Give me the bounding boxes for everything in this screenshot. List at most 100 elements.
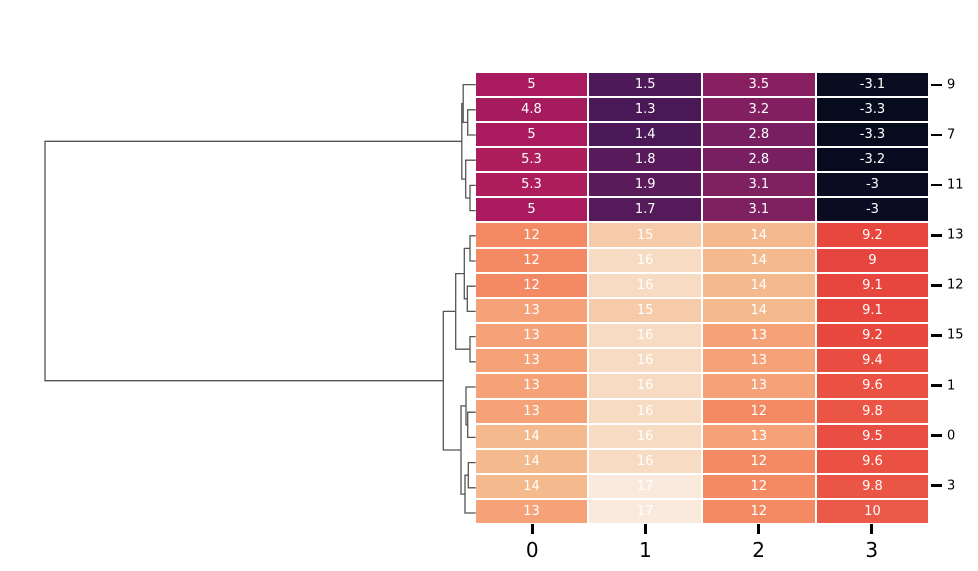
row-tick-label: 12 — [947, 277, 964, 293]
heatmap-cell: 9.6 — [816, 374, 929, 398]
x-tick-label: 3 — [865, 538, 879, 563]
row-tick-label: 15 — [947, 327, 964, 343]
heatmap-cell: -3.3 — [816, 97, 929, 121]
heatmap-cell: 14 — [475, 449, 588, 473]
heatmap-cell: -3.1 — [816, 72, 929, 96]
heatmap-cell: 16 — [589, 449, 701, 473]
heatmap-cell: 9 — [816, 248, 929, 272]
row-tick-mark — [930, 183, 942, 187]
heatmap-cell: 12 — [475, 273, 588, 297]
heatmap-cell: 5 — [475, 122, 588, 146]
row-tick-mark — [930, 284, 942, 287]
heatmap-cell: 9.5 — [816, 424, 929, 448]
heatmap-cell: 4.8 — [475, 97, 588, 121]
heatmap-cell: 1.9 — [589, 173, 701, 197]
heatmap-cell: 16 — [589, 374, 701, 398]
dendrogram-link — [466, 285, 476, 313]
heatmap-cell: 14 — [702, 223, 815, 247]
heatmap-cell: 16 — [589, 424, 701, 448]
heatmap-cell: 13 — [702, 424, 815, 448]
row-tick-mark — [930, 133, 942, 137]
heatmap-cell: -3.3 — [816, 122, 929, 146]
heatmap-cell: 12 — [475, 223, 588, 247]
x-tick-mark — [531, 524, 534, 535]
row-tick-mark — [930, 484, 942, 487]
dendrogram-link — [44, 140, 462, 382]
dendrogram-link — [465, 159, 476, 199]
x-tick-mark — [644, 524, 647, 535]
heatmap-cell: 5 — [475, 198, 588, 222]
heatmap-cell: 9.2 — [816, 324, 929, 348]
heatmap-cell: 9.6 — [816, 449, 929, 473]
dendrogram-link — [464, 474, 476, 514]
heatmap-cell: 1.5 — [589, 72, 701, 96]
heatmap-cell: 12 — [702, 500, 815, 524]
x-tick-label: 1 — [639, 538, 652, 563]
heatmap-cell: 14 — [702, 298, 815, 323]
heatmap-cell: 9.4 — [816, 349, 929, 373]
heatmap-cell: 14 — [702, 248, 815, 272]
row-tick-mark — [930, 83, 942, 87]
heatmap-cell: 13 — [702, 374, 815, 398]
heatmap-cell: 15 — [589, 223, 701, 247]
heatmap-cell: 17 — [589, 474, 701, 499]
x-tick-mark — [870, 524, 873, 535]
heatmap-cell: 1.8 — [589, 147, 701, 172]
heatmap-cell: 1.3 — [589, 97, 701, 121]
heatmap-cell: 16 — [589, 399, 701, 423]
heatmap-cell: 12 — [702, 399, 815, 423]
heatmap-cell: 13 — [702, 324, 815, 348]
heatmap-cell: 12 — [475, 248, 588, 272]
heatmap-cell: 14 — [475, 424, 588, 448]
dendrogram-link — [442, 310, 461, 451]
heatmap-cell: 14 — [702, 273, 815, 297]
heatmap-cell: 17 — [589, 500, 701, 524]
dendrogram-link — [467, 109, 476, 136]
dendrogram-link — [462, 83, 476, 124]
heatmap-cell: 3.1 — [702, 198, 815, 222]
heatmap-cell: 3.5 — [702, 72, 815, 96]
heatmap-cell: 12 — [702, 449, 815, 473]
heatmap-cell: 13 — [475, 349, 588, 373]
heatmap-cell: 9.1 — [816, 273, 929, 297]
heatmap-cell: 13 — [475, 500, 588, 524]
heatmap-cell: 5.3 — [475, 147, 588, 172]
heatmap-cell: 15 — [589, 298, 701, 323]
heatmap-cell: 16 — [589, 324, 701, 348]
heatmap-cell: 2.8 — [702, 122, 815, 146]
heatmap-cell: 3.2 — [702, 97, 815, 121]
row-tick-mark — [930, 384, 942, 387]
heatmap-cell: -3.2 — [816, 147, 929, 172]
row-tick-label: 11 — [947, 177, 964, 193]
row-tick-label: 7 — [947, 127, 956, 143]
row-tick-mark — [930, 334, 942, 337]
heatmap-cell: 1.4 — [589, 122, 701, 146]
heatmap-cell: 13 — [475, 399, 588, 423]
row-tick-mark — [930, 434, 942, 437]
heatmap-cell: 9.8 — [816, 474, 929, 499]
heatmap-cell: 9.1 — [816, 298, 929, 323]
heatmap-cell: 16 — [589, 248, 701, 272]
heatmap-cell: 2.8 — [702, 147, 815, 172]
heatmap-cell: 13 — [702, 349, 815, 373]
heatmap-cell: -3 — [816, 173, 929, 197]
heatmap-cell: 5.3 — [475, 173, 588, 197]
dendrogram-link — [467, 411, 476, 439]
row-tick-label: 1 — [947, 378, 956, 394]
heatmap-cell: 1.7 — [589, 198, 701, 222]
row-tick-mark — [930, 234, 942, 237]
x-tick-mark — [757, 524, 760, 535]
heatmap-cell: 14 — [475, 474, 588, 499]
row-tick-label: 0 — [947, 428, 956, 444]
x-tick-label: 0 — [525, 538, 539, 563]
row-tick-label: 3 — [947, 478, 956, 494]
heatmap-cell: -3 — [816, 198, 929, 222]
heatmap-cell: 13 — [475, 324, 588, 348]
heatmap-cell: 16 — [589, 349, 701, 373]
x-tick-label: 2 — [752, 538, 765, 563]
heatmap-grid: 5 1.5 3.5 -3.1 4.8 1.3 3.2 -3.3 5 1.4 2.8 -3.3 5.3 1.… — [475, 72, 929, 524]
heatmap-cell: 10 — [816, 500, 929, 524]
heatmap-cell: 5 — [475, 72, 588, 96]
